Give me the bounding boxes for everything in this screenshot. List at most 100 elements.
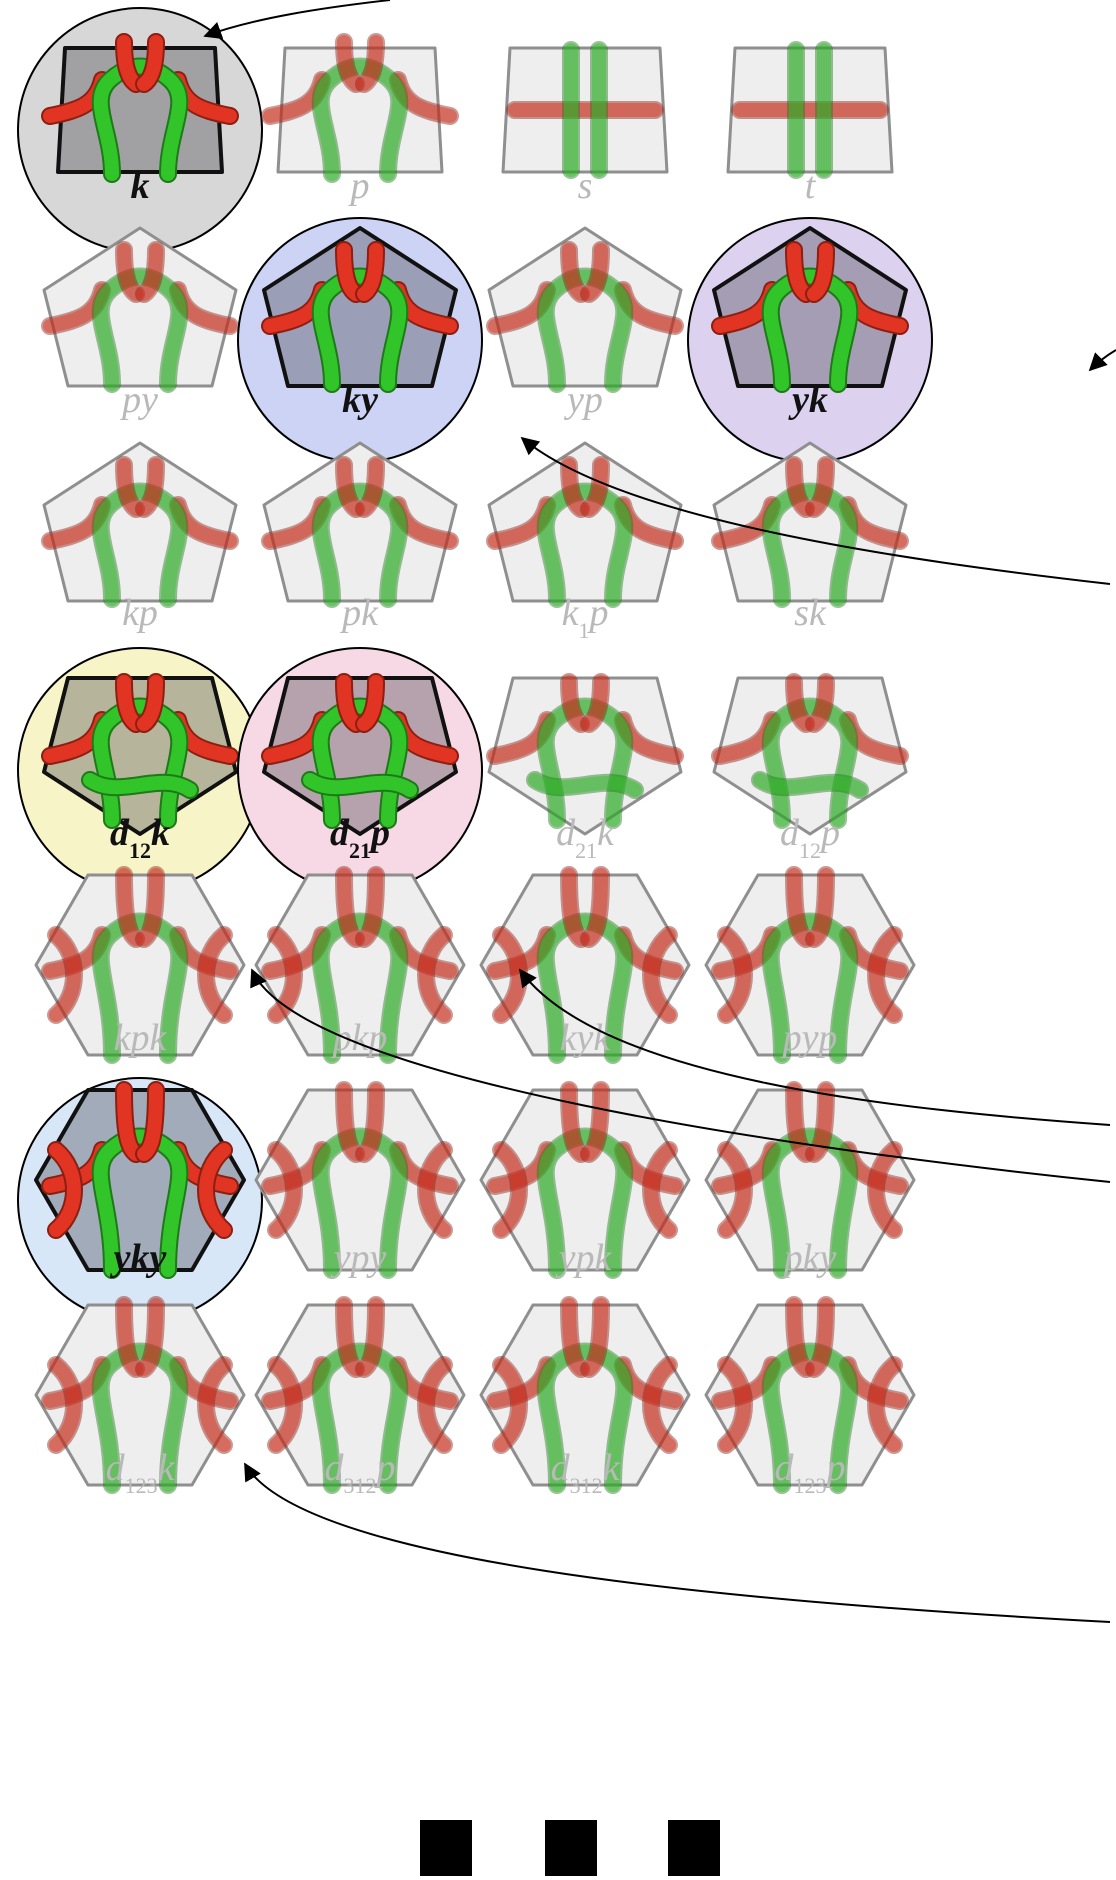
stitch-label: d12k [110, 812, 170, 863]
tile-shape [704, 1303, 916, 1487]
stitch-label-main: ky [342, 379, 378, 421]
tile-shape [254, 873, 466, 1057]
stitch-label: k [131, 165, 150, 207]
tile-shape [34, 1303, 246, 1487]
stitch-label-subscript: 12 [799, 838, 821, 863]
stitch-tile: d123k [34, 1296, 246, 1498]
callout-arrow [1088, 349, 1116, 372]
stitch-tile: d312k [479, 1296, 691, 1498]
stitch-label-main: s [578, 165, 593, 207]
stitch-label-main: d [780, 812, 800, 854]
stitch-label: p [348, 165, 370, 207]
stitch-label: yk [788, 379, 828, 421]
stitch-label-main: d [556, 812, 576, 854]
stitch-label: d123k [106, 1447, 176, 1498]
tile-shape [262, 441, 458, 603]
stitch-tile: yp [486, 226, 684, 421]
stitch-label-main: pkp [330, 1017, 388, 1059]
stitch-label-main: sk [794, 592, 827, 634]
stitch-label-main: pyp [780, 1017, 838, 1059]
stitch-label: d312p [325, 1447, 396, 1498]
callout-arrow [520, 436, 1111, 585]
stitch-tile: t [726, 41, 894, 207]
stitch-tile: kyk [479, 866, 691, 1064]
stitch-label-subscript: 21 [575, 838, 597, 863]
tile-shape [487, 676, 683, 836]
stitch-tile: pk [261, 441, 459, 634]
tile-shape [276, 46, 444, 174]
tile-shape [479, 1303, 691, 1487]
stitch-label-main: kp [122, 592, 158, 634]
stitch-label-main: p [348, 165, 370, 207]
stitch-label-subscript: 312 [570, 1473, 603, 1498]
stitch-label-suffix: p [824, 1447, 846, 1489]
tile-shape [501, 46, 669, 174]
stitch-label: ky [342, 379, 378, 421]
stitch-label-main: yk [788, 379, 828, 421]
stitch-label-main: kpk [114, 1017, 168, 1059]
stitch-label-main: ypk [555, 1237, 613, 1279]
legend-square [420, 1820, 472, 1876]
tile-shape [34, 1088, 246, 1272]
stitch-tile: ky [237, 217, 483, 463]
tile-shape [254, 1303, 466, 1487]
stitch-label-main: pky [781, 1237, 837, 1279]
stitch-tile: d312p [254, 1296, 466, 1498]
stitch-tile: d21k [486, 673, 684, 863]
stitch-label: yp [563, 379, 603, 421]
stitch-label: d21k [556, 812, 615, 863]
stitch-label-suffix: k [158, 1447, 176, 1489]
stitch-tile: py [41, 226, 239, 421]
stitch-tile: pyp [704, 866, 916, 1064]
stitch-tile: k [17, 7, 263, 253]
stitch-label: d312k [551, 1447, 621, 1498]
tile-shape [479, 873, 691, 1057]
stitch-label-main: d [106, 1447, 126, 1489]
stitch-label: pkp [330, 1017, 388, 1059]
stitch-label-subscript: 312 [344, 1473, 377, 1498]
tile-shape [479, 1088, 691, 1272]
stitch-label-subscript: 21 [349, 838, 371, 863]
stitch-tile: s [501, 41, 669, 207]
stitch-label: ypy [330, 1237, 387, 1279]
stitch-label-main: ypy [330, 1237, 387, 1279]
tile-shape [487, 226, 683, 388]
stitch-label-suffix: p [374, 1447, 396, 1489]
stitch-label: py [119, 379, 158, 421]
callout-arrow [244, 1462, 1111, 1623]
stitch-label-main: d [330, 812, 350, 854]
stitch-tile: d123p [704, 1296, 916, 1498]
stitch-label-suffix: p [586, 592, 608, 634]
callout-arrow [203, 0, 391, 39]
stitch-label: kp [122, 592, 158, 634]
stitch-label-subscript: 12 [129, 838, 151, 863]
stitch-label-main: d [775, 1447, 795, 1489]
stitch-label: pyp [780, 1017, 838, 1059]
stitch-label-main: yky [110, 1237, 167, 1279]
stitch-tile: pkp [254, 866, 466, 1064]
stitch-label: t [805, 165, 817, 207]
stitch-label: yky [110, 1237, 167, 1279]
stitch-label-main: t [805, 165, 817, 207]
stitch-label-main: yp [563, 379, 603, 421]
legend-square [668, 1820, 720, 1876]
stitch-label-main: d [325, 1447, 345, 1489]
legend-square [545, 1820, 597, 1876]
stitch-label-subscript: 123 [794, 1473, 827, 1498]
stitch-label-subscript: 123 [125, 1473, 158, 1498]
stitch-label: ypk [555, 1237, 613, 1279]
stitch-label-main: k [562, 592, 580, 634]
tile-shape [712, 676, 908, 836]
tile-shape [712, 441, 908, 603]
stitch-tile: p [261, 33, 459, 207]
tile-shape [712, 226, 908, 388]
tile-shape [254, 1088, 466, 1272]
stitch-tile: yk [687, 217, 933, 463]
stitch-label: sk [794, 592, 827, 634]
stitch-label: d12p [780, 812, 840, 863]
stitch-tile: ypy [254, 1081, 466, 1279]
stitch-label-suffix: p [818, 812, 840, 854]
callout-arrows [203, 0, 1116, 1623]
tile-shape [34, 873, 246, 1057]
